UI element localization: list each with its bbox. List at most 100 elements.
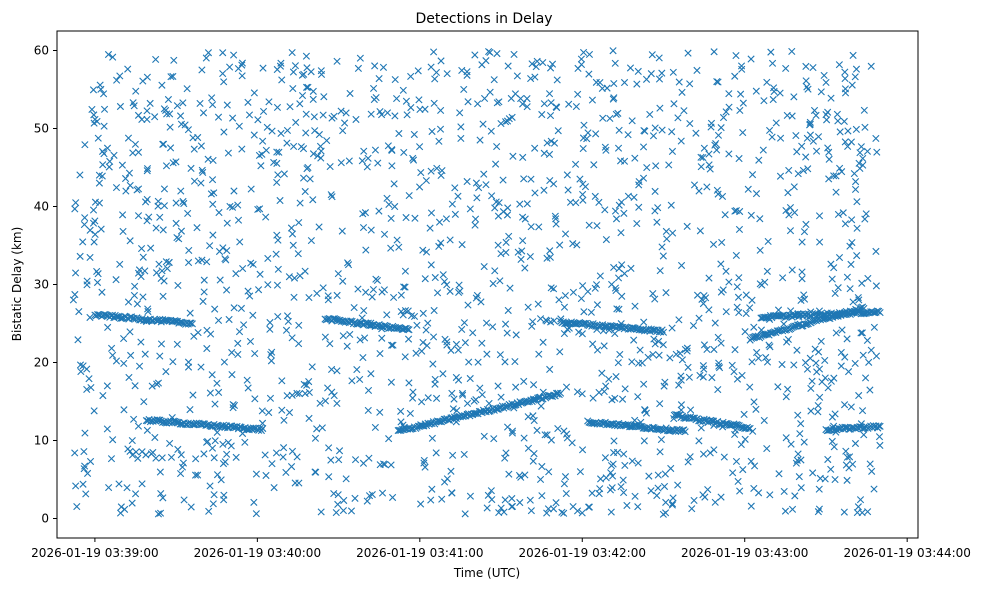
detection-point xyxy=(493,50,501,58)
detection-point xyxy=(395,243,403,251)
detection-point xyxy=(817,88,825,96)
detection-point xyxy=(867,62,875,70)
detection-point xyxy=(531,73,539,81)
detection-point xyxy=(802,220,810,228)
detection-point xyxy=(329,315,337,323)
detection-point xyxy=(523,95,531,103)
detection-point xyxy=(209,200,217,208)
detection-point xyxy=(804,165,812,173)
detection-point xyxy=(399,311,407,319)
detection-point xyxy=(309,95,317,103)
detection-point xyxy=(364,406,372,415)
detection-point xyxy=(298,91,307,100)
detection-point xyxy=(560,509,568,517)
detection-point xyxy=(690,181,699,189)
detection-point xyxy=(478,339,486,347)
detection-point xyxy=(426,224,434,232)
detection-point xyxy=(235,122,243,130)
detection-point xyxy=(635,181,643,189)
detection-point xyxy=(593,301,602,309)
detection-point xyxy=(143,426,151,434)
detection-point xyxy=(430,306,438,315)
detection-point xyxy=(276,62,285,70)
detection-point xyxy=(327,191,335,199)
detection-point xyxy=(376,408,384,416)
detection-point xyxy=(806,131,814,139)
detection-point xyxy=(427,261,435,269)
detection-point xyxy=(614,144,623,152)
detection-point xyxy=(107,344,116,352)
detection-point xyxy=(533,57,541,65)
detection-point xyxy=(149,448,157,457)
detection-point xyxy=(693,66,701,74)
detection-point xyxy=(580,308,588,316)
detection-point xyxy=(375,75,383,83)
detection-point xyxy=(756,280,764,288)
detection-point xyxy=(502,238,510,246)
detection-point xyxy=(700,144,708,152)
detection-point xyxy=(117,503,125,511)
detection-point xyxy=(274,171,282,179)
detection-point xyxy=(519,100,527,108)
detection-point xyxy=(739,128,747,137)
detection-point xyxy=(845,453,854,461)
detection-point xyxy=(738,65,746,73)
detection-point xyxy=(289,84,297,93)
detection-point xyxy=(709,240,718,248)
detection-point xyxy=(99,90,108,98)
detection-point xyxy=(278,406,286,414)
detection-point xyxy=(264,281,272,289)
detection-point xyxy=(876,308,884,317)
y-tick-label: 60 xyxy=(34,44,49,58)
detection-point xyxy=(806,121,814,129)
detection-point xyxy=(547,284,555,292)
detection-point xyxy=(137,244,146,253)
detection-point xyxy=(447,346,455,354)
detection-point xyxy=(106,157,114,165)
y-tick-label: 50 xyxy=(34,122,49,136)
detection-point xyxy=(174,281,182,290)
detection-point xyxy=(205,507,213,515)
detection-point xyxy=(240,321,248,329)
detection-point xyxy=(535,223,543,231)
detection-point xyxy=(266,394,275,402)
detection-point xyxy=(328,388,336,396)
detection-point xyxy=(263,123,271,131)
detection-point xyxy=(821,374,829,382)
detection-point xyxy=(503,329,511,337)
detection-point xyxy=(652,162,660,170)
detection-point xyxy=(535,350,543,358)
detection-point xyxy=(158,454,166,462)
detection-point xyxy=(359,223,368,232)
detection-point xyxy=(126,237,134,245)
detection-point xyxy=(216,276,224,284)
detection-point xyxy=(782,434,790,442)
detection-point xyxy=(264,254,272,263)
detection-point xyxy=(573,241,581,249)
detection-point xyxy=(252,510,260,518)
detection-point xyxy=(219,49,227,57)
detection-point xyxy=(187,503,195,511)
detection-point xyxy=(496,351,504,359)
detection-point xyxy=(125,169,134,177)
detection-point xyxy=(378,489,387,497)
detection-point xyxy=(834,210,843,219)
detection-point xyxy=(611,329,619,338)
detection-point xyxy=(103,382,111,390)
detection-point xyxy=(780,487,788,496)
detection-point xyxy=(786,227,795,235)
detection-point xyxy=(388,341,396,349)
detection-point xyxy=(346,330,354,339)
detection-point xyxy=(480,432,488,440)
detection-point xyxy=(413,321,421,329)
detection-point xyxy=(334,270,342,278)
detection-point xyxy=(251,395,259,403)
detection-point xyxy=(472,179,481,187)
detection-point xyxy=(144,307,152,316)
detection-point xyxy=(524,413,532,421)
detection-point xyxy=(387,244,395,252)
detection-point xyxy=(306,175,314,183)
detection-point xyxy=(200,288,208,296)
detection-point xyxy=(98,147,107,156)
detection-point xyxy=(364,154,372,162)
